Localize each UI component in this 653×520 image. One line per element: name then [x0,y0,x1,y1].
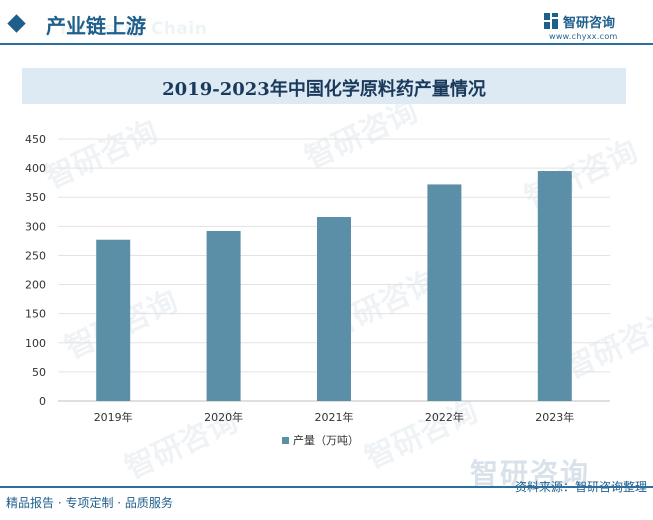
y-tick-label: 450 [25,133,46,146]
y-tick-label: 100 [25,337,46,350]
x-tick-label: 2019年 [94,410,133,424]
section-title-en: Industry Chain [60,19,208,39]
header-divider [0,43,653,45]
x-tick-label: 2023年 [535,410,574,424]
logo-name: 智研咨询 [563,16,616,31]
y-tick-label: 200 [25,279,46,292]
bar [427,184,462,401]
section-title: 产业链上游 [46,14,146,38]
chart-title-band: 2019-2023年中国化学原料药产量情况 [22,68,626,104]
y-tick-label: 250 [25,249,46,262]
y-tick-label: 400 [25,162,46,175]
x-axis-ticks: 2019年 2020年 2021年 2022年 2023年 [94,410,575,424]
y-tick-label: 50 [32,366,46,379]
legend-swatch [282,437,289,444]
logo-url: www.chyxx.com [549,32,618,41]
x-tick-label: 2020年 [204,410,243,424]
y-tick-label: 0 [39,395,46,408]
x-tick-label: 2022年 [425,410,464,424]
chart-title: 2019-2023年中国化学原料药产量情况 [162,79,486,100]
legend: 产量（万吨） [282,433,359,447]
footer-brand-watermark: 智研咨询 [470,457,591,490]
bar-layer [96,171,572,401]
y-tick-label: 150 [25,308,46,321]
bar [96,239,131,401]
bar [537,171,572,401]
y-tick-label: 350 [25,191,46,204]
y-axis-ticks: 0 50 100 150 200 250 300 350 400 450 [25,133,46,408]
y-tick-label: 300 [25,220,46,233]
bar [206,230,241,401]
footer-slogan: 精品报告 · 专项定制 · 品质服务 [6,496,173,510]
page-header: Industry Chain 产业链上游 智研咨询 www.chyxx.com [0,0,653,54]
footer-divider [0,486,653,488]
brand-logo: 智研咨询 www.chyxx.com [543,10,643,46]
logo-icon [544,13,558,29]
legend-label: 产量（万吨） [293,433,359,447]
x-tick-label: 2021年 [315,410,354,424]
bar [317,217,351,401]
